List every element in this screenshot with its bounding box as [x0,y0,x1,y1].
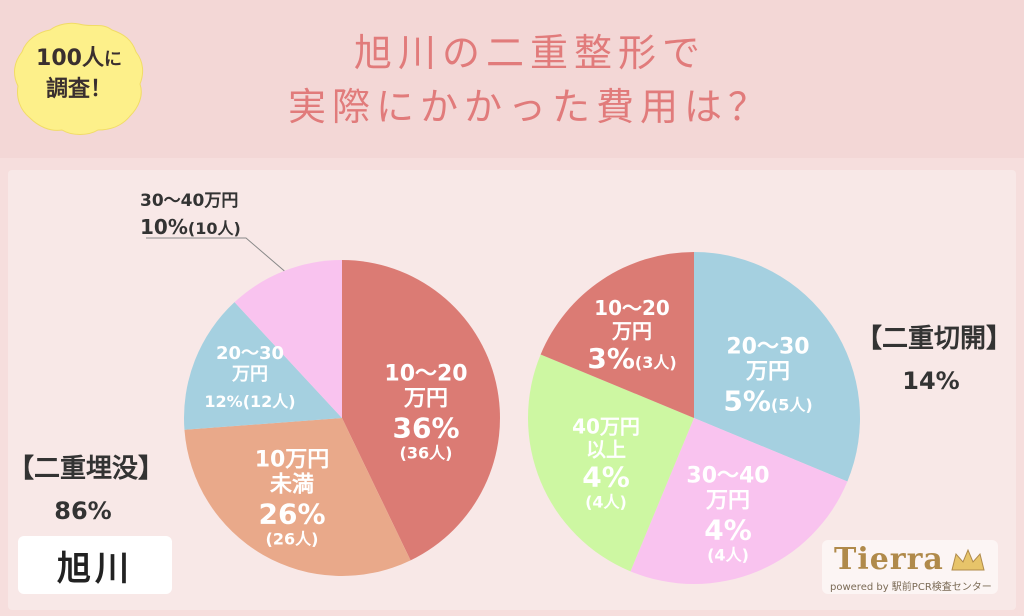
pie1-slice-0 [342,260,500,561]
logo-sub: powered by 駅前PCR検査センター [830,582,992,593]
pie2-slice-name-1b: 万円 [705,488,751,514]
group-label-sekkai: 【二重切開】 14% [856,318,1013,395]
pie2-slice-label-0: 20〜30 万円 5%(5人) [723,335,812,418]
badge-line1-num: 100人 [36,46,104,71]
pie1-slice-pct-3: 10% [140,215,188,239]
pie2-slice-pct-0: 5% [723,384,771,418]
pie2-slice-pct-1: 4% [704,513,752,547]
pie2-slice-pct-2: 4% [582,460,630,494]
pie2-slice-count-1: (4人) [707,545,749,565]
pie1-slice-name-3: 30〜40万円 [140,191,239,211]
pie1-slice-2 [183,302,342,430]
pie2-slice-count-3: (3人) [634,352,677,372]
pie1-slice-pctcnt-2: 12%(12人) [204,393,295,411]
pie2-slice-label-1: 30〜40 万円 4% (4人) [686,463,769,564]
pie2-slice-pct-3: 3% [587,341,635,375]
badge-burst [14,22,144,135]
badge-line2: 調査！ [45,77,112,102]
group-percent-0: 86% [54,497,112,525]
pie1-slice-count-1: (26人) [265,529,319,549]
pie2-slice-name-2b: 以上 [586,437,626,462]
title-line-2: 実際にかかった費用は？ [287,85,772,129]
pie1-slice-3 [234,260,342,418]
pie1-slice-name-2b: 万円 [231,363,268,385]
pie2-slice-1 [630,418,848,584]
pie2-slice-2 [528,354,694,572]
pie1-slice-pct-0: 36% [392,411,460,445]
pie1-slice-name-1a: 10万円 [254,447,330,473]
crown-icon [951,548,985,571]
pie1-slice-label-0: 10〜20 万円 36% (36人) [384,361,467,462]
pie2-slice-name-3a: 10〜20 [594,295,670,320]
group-name-0: 【二重埋没】 [8,454,165,484]
pie1-slice-pct-1: 26% [258,497,326,531]
pie1-slice-label-1: 10万円 未満 26% (26人) [255,447,330,548]
pie2-slice-name-0a: 20〜30 [726,334,810,360]
pie2-slice-3 [540,252,694,418]
pie1-slice-name-2a: 20〜30 [215,343,285,365]
city-label: 旭川 [18,536,172,594]
pie1-slice-count-0: (36人) [399,443,453,463]
pie1-slice-label-3: 30〜40万円 10%(10人) [140,186,241,239]
pie2-slice-label-3: 10〜20 万円 3%(3人) [587,295,677,375]
header-band [0,0,1024,158]
badge-shape [14,22,144,135]
pie2-slice-name-3b: 万円 [612,318,652,343]
group-label-maibotsu: 【二重埋没】 86% [8,448,165,525]
badge-line1-suffix: に [103,49,122,70]
group-name-1: 【二重切開】 [856,324,1013,354]
pie2-slice-pctcnt-3: 3%(3人) [587,341,677,375]
pie1-leader-line-3 [146,237,285,272]
pie1-slice-label-2: 20〜30 万円 12%(12人) [204,343,295,412]
pie2-slice-0 [694,252,860,482]
pie1-slice-name-1b: 未満 [269,472,314,498]
pie1-slice-1 [184,418,411,576]
badge-text: 100人に 調査！ [10,44,148,105]
pie2-slice-count-0: (5人) [770,395,813,415]
pie1-slice-pct-2: 12% [204,392,243,412]
pie1-slice-count-2: (12人) [242,392,296,412]
pie2-slice-label-2: 40万円 以上 4% (4人) [572,414,640,513]
logo-name: Tierra [834,542,944,577]
pie1-slice-name-0a: 10〜20 [384,361,468,387]
pie1-slice-name-0b: 万円 [403,386,449,412]
group-percent-1: 14% [902,367,960,395]
pie1-slice-pctcnt-3: 10%(10人) [140,215,241,239]
pie2-slice-name-0b: 万円 [745,359,790,385]
tierra-logo: Tierra powered by 駅前PCR検査センター [822,540,998,594]
pie2-slice-name-1a: 30〜40 [686,463,770,489]
page-title: 旭川の二重整形で 実際にかかった費用は？ [160,26,900,134]
pie2-slice-count-2: (4人) [585,492,627,512]
pie2-slice-name-2a: 40万円 [572,414,640,439]
pie2-slice-pctcnt-0: 5%(5人) [723,385,812,417]
pie1-slice-count-3: (10人) [187,219,241,238]
title-line-1: 旭川の二重整形で [353,31,706,75]
